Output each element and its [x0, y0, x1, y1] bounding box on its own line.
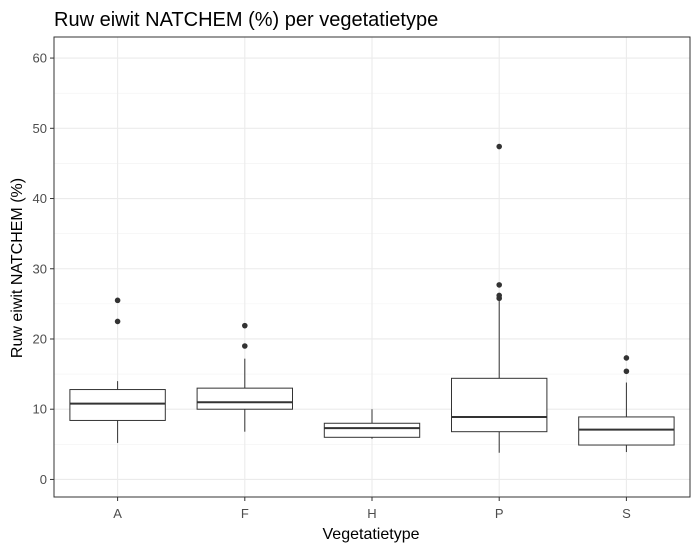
x-tick-label: A	[113, 506, 122, 521]
box-A	[69, 297, 166, 443]
x-tick-label: S	[622, 506, 631, 521]
outlier-point	[496, 282, 503, 288]
box-P	[451, 143, 548, 453]
outlier-point	[496, 143, 503, 150]
iqr-box	[196, 387, 294, 410]
outlier-point	[114, 318, 121, 325]
y-tick-label: 60	[33, 51, 47, 66]
outlier-point	[623, 368, 630, 375]
x-tick-label: F	[241, 506, 249, 521]
x-axis-title: Vegetatietype	[323, 526, 420, 543]
axes: 0 10 20 30 40 50 60 A F H P S	[33, 51, 632, 521]
outlier-point	[496, 292, 503, 299]
box-F	[196, 322, 294, 432]
box-H	[323, 409, 421, 439]
y-axis-title: Ruw eiwit NATCHEM (%)	[9, 178, 26, 358]
iqr-box	[323, 422, 421, 438]
y-tick-label: 10	[33, 402, 47, 417]
y-tick-label: 40	[33, 191, 47, 206]
chart-title: Ruw eiwit NATCHEM (%) per vegetatietype	[54, 9, 438, 31]
y-tick-label: 0	[40, 472, 47, 487]
outlier-point	[242, 343, 248, 349]
iqr-box	[69, 389, 166, 421]
iqr-box	[451, 377, 548, 433]
outlier-point	[114, 297, 121, 304]
outlier-point	[623, 355, 630, 361]
y-tick-label: 30	[33, 261, 47, 276]
y-tick-label: 20	[33, 331, 47, 346]
box-S	[578, 355, 675, 453]
x-tick-label: H	[367, 506, 376, 521]
iqr-box	[578, 416, 675, 446]
x-tick-label: P	[495, 506, 504, 521]
y-tick-label: 50	[33, 121, 47, 136]
boxplot-marks	[69, 143, 675, 453]
outlier-point	[242, 322, 248, 329]
